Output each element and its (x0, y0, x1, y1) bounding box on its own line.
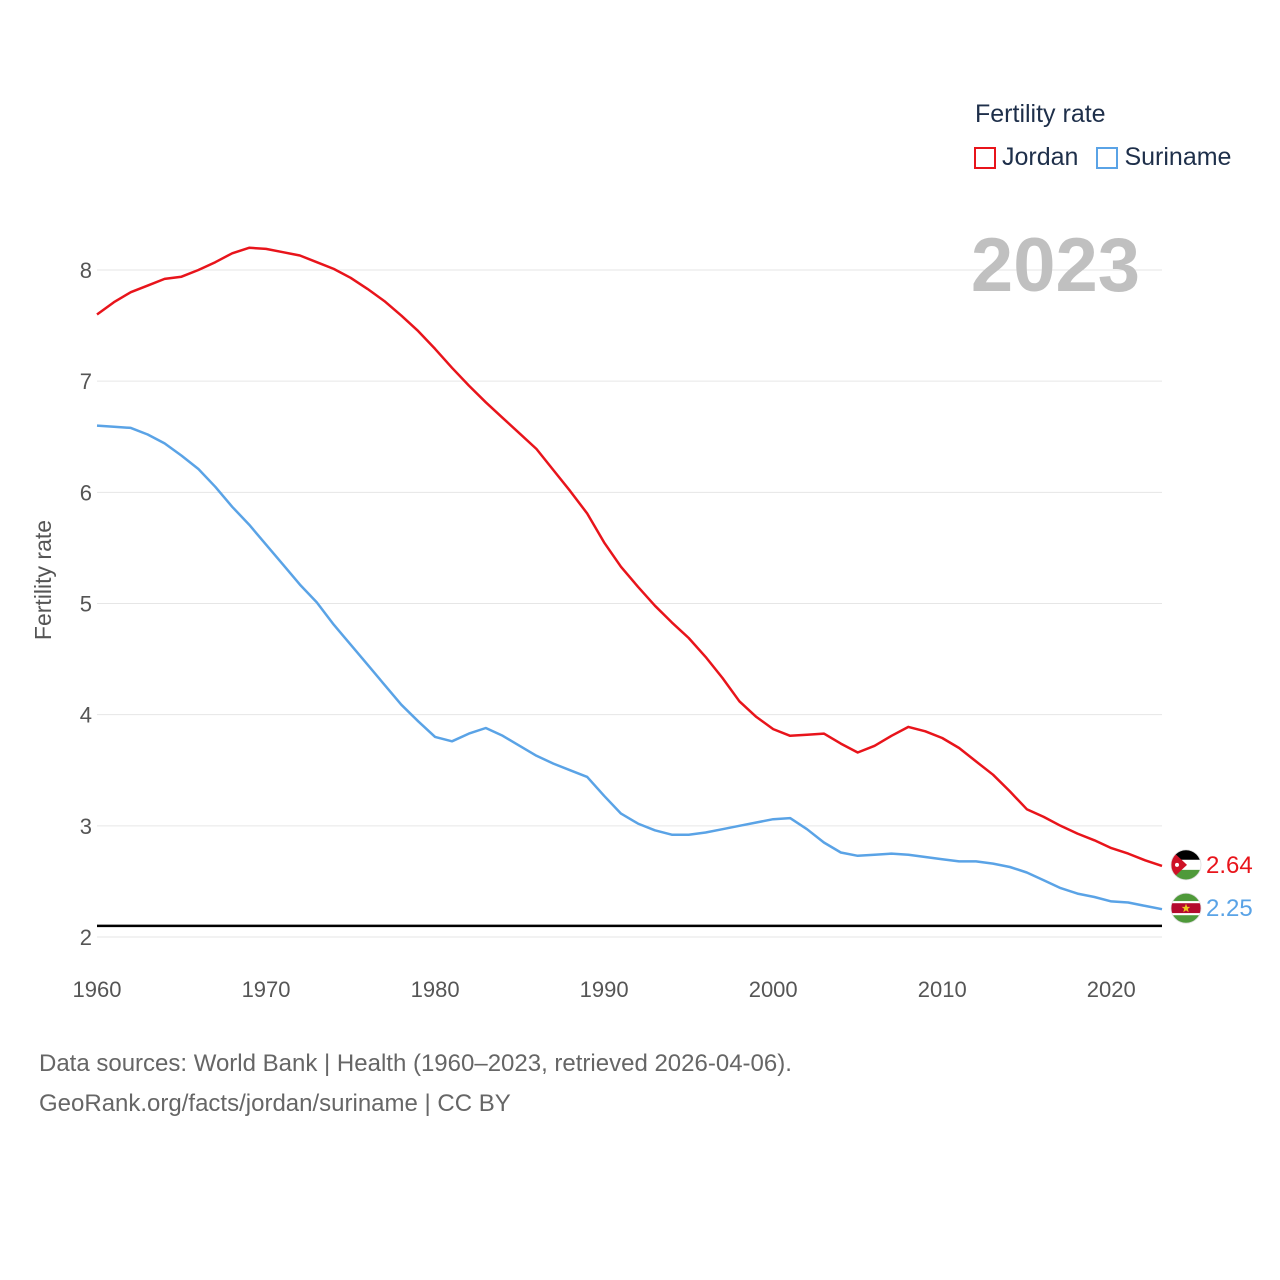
series-line-suriname[interactable] (96, 424, 1163, 911)
footer: Data sources: World Bank | Health (1960–… (39, 1044, 792, 1124)
y-tick-label: 4 (80, 703, 92, 728)
grid-lines (97, 269, 1162, 938)
end-value-suriname: 2.25 (1206, 895, 1253, 922)
y-tick-label: 8 (80, 258, 92, 283)
y-tick-label: 6 (80, 480, 92, 505)
x-tick-label: 1960 (73, 977, 122, 1002)
y-axis-title: Fertility rate (30, 520, 56, 640)
legend-item-jordan[interactable]: Jordan (974, 143, 1078, 172)
series-end-markers: 2.64 2.25 (1170, 849, 1253, 924)
legend-swatch-suriname (1096, 146, 1119, 169)
legend-item-suriname[interactable]: Suriname (1096, 143, 1231, 172)
y-tick-label: 3 (80, 814, 92, 839)
y-tick-label: 5 (80, 592, 92, 617)
x-tick-label: 1970 (242, 977, 291, 1002)
y-tick-label: 2 (80, 925, 92, 950)
x-tick-label: 2020 (1087, 977, 1136, 1002)
x-axis-ticks: 1960 1970 1980 1990 2000 2010 2020 (73, 977, 1136, 1002)
footer-link[interactable]: GeoRank.org/facts/jordan/suriname | CC B… (39, 1090, 511, 1117)
suriname-flag-icon (1170, 892, 1202, 924)
legend: Jordan Suriname (974, 143, 1249, 172)
legend-label-jordan: Jordan (1002, 143, 1079, 171)
x-tick-label: 1990 (580, 977, 629, 1002)
y-tick-label: 7 (80, 369, 92, 394)
x-tick-label: 2000 (749, 977, 798, 1002)
legend-label-suriname: Suriname (1124, 143, 1232, 171)
series-lines (96, 246, 1163, 911)
y-axis-ticks: 2 3 4 5 6 7 8 (80, 258, 92, 950)
year-watermark: 2023 (970, 223, 1140, 308)
end-value-jordan: 2.64 (1206, 852, 1253, 879)
series-line-jordan[interactable] (96, 246, 1163, 868)
x-tick-label: 1980 (411, 977, 460, 1002)
x-tick-label: 2010 (918, 977, 967, 1002)
footer-source: Data sources: World Bank | Health (1960–… (39, 1050, 792, 1077)
jordan-flag-icon (1170, 849, 1202, 881)
legend-title: Fertility rate (975, 100, 1106, 128)
legend-swatch-jordan (974, 146, 996, 169)
